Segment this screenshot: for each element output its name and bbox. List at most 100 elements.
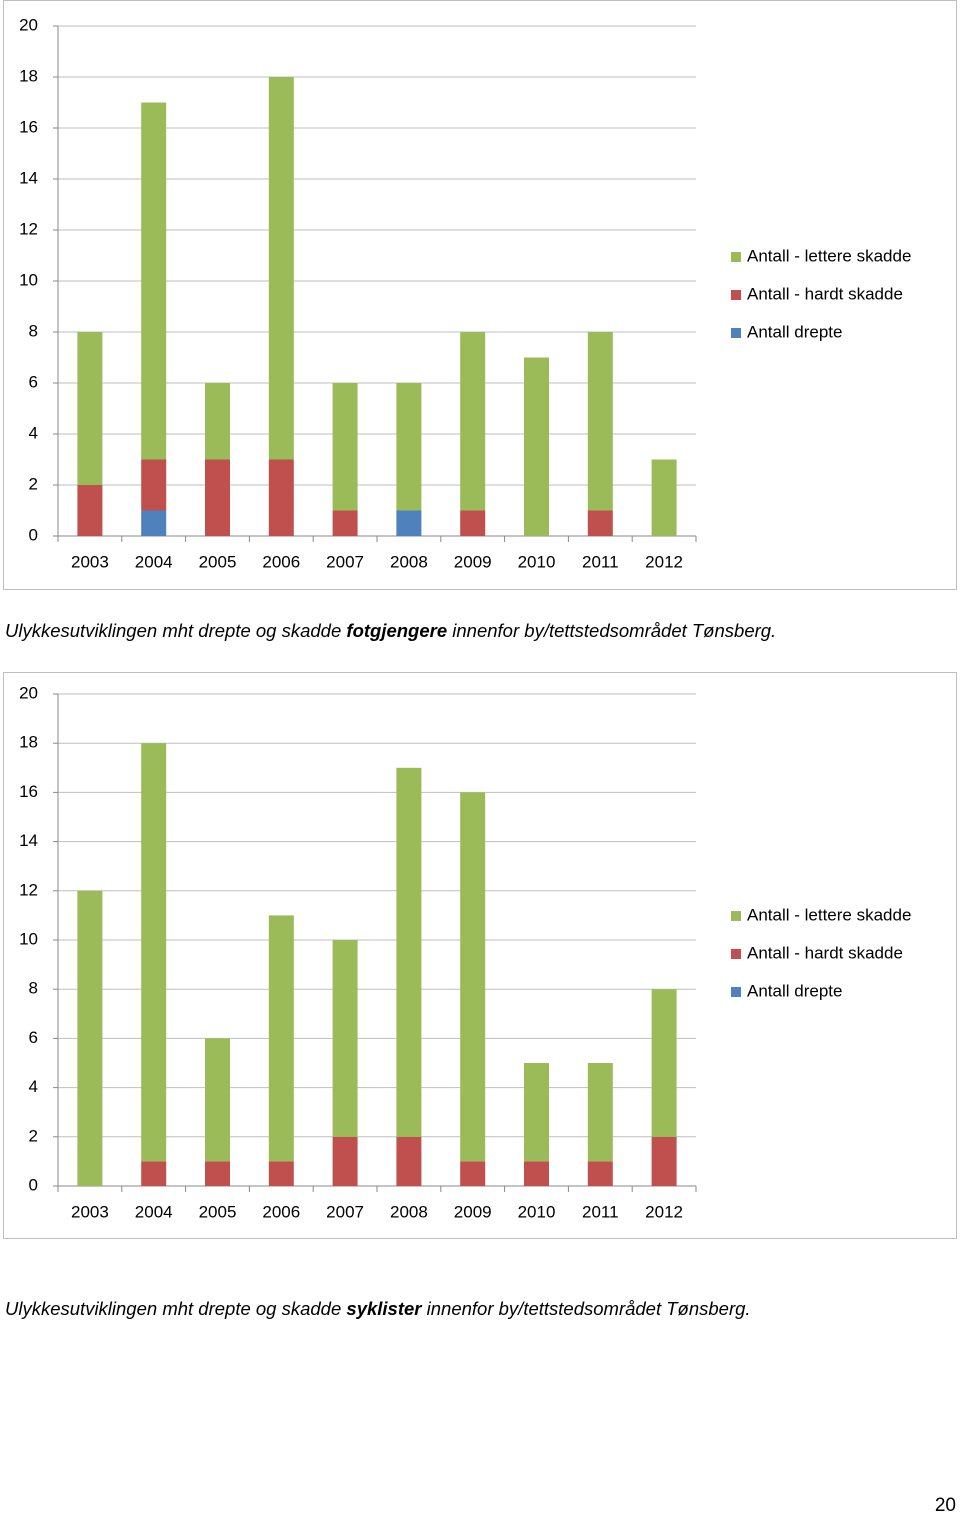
bar-segment (460, 1161, 486, 1186)
y-tick-label: 16 (19, 117, 38, 136)
bar-segment (587, 1063, 613, 1162)
caption: Ulykkesutviklingen mht drepte og skadde … (5, 1298, 751, 1320)
y-tick-label: 8 (29, 979, 38, 998)
x-tick-label: 2005 (199, 1202, 237, 1221)
bar-segment (651, 989, 677, 1137)
bar-segment (460, 510, 486, 536)
bar-segment (524, 1063, 549, 1162)
x-tick-label: 2004 (135, 1202, 173, 1221)
bar-segment (141, 743, 167, 1162)
bar-segment (332, 1136, 358, 1186)
bar-segment (77, 332, 103, 485)
y-tick-label: 12 (19, 219, 38, 238)
y-tick-label: 4 (29, 1077, 38, 1096)
bar-segment (268, 459, 294, 536)
legend-swatch (731, 949, 741, 959)
legend-swatch (731, 252, 741, 262)
x-tick-label: 2006 (262, 552, 300, 571)
caption-bold: fotgjengere (346, 620, 448, 641)
bar-segment (587, 332, 613, 511)
bar-segment (651, 1136, 677, 1186)
y-tick-label: 6 (29, 372, 38, 391)
bar-segment (268, 915, 294, 1162)
bar-segment (460, 332, 486, 511)
caption-text: innenfor by/tettstedsområdet Tønsberg. (421, 1298, 751, 1319)
legend-label: Antall drepte (747, 322, 842, 341)
bar-segment (332, 510, 358, 536)
y-tick-label: 10 (19, 270, 38, 289)
caption: Ulykkesutviklingen mht drepte og skadde … (5, 620, 776, 642)
legend-label: Antall drepte (747, 981, 842, 1000)
x-tick-label: 2008 (390, 552, 428, 571)
y-tick-label: 10 (19, 929, 38, 948)
bar-segment (396, 510, 422, 536)
x-tick-label: 2011 (582, 552, 619, 571)
caption-text: innenfor by/tettstedsområdet Tønsberg. (447, 620, 777, 641)
bar-segment (205, 1161, 230, 1186)
bar-segment (141, 459, 167, 511)
bar-segment (460, 792, 486, 1162)
legend-label: Antall - lettere skadde (747, 905, 911, 924)
y-tick-label: 12 (19, 880, 38, 899)
y-tick-label: 16 (19, 782, 38, 801)
x-tick-label: 2009 (454, 1202, 492, 1221)
caption-text: Ulykkesutviklingen mht drepte og skadde (5, 620, 347, 641)
bar-segment (141, 1161, 167, 1186)
legend-swatch (731, 290, 741, 300)
y-tick-label: 8 (29, 321, 38, 340)
bar-segment (396, 767, 422, 1137)
legend-label: Antall - lettere skadde (747, 246, 911, 265)
bar-segment (587, 510, 613, 536)
legend-swatch (731, 911, 741, 921)
bar-segment (205, 1038, 230, 1162)
y-tick-label: 4 (29, 423, 38, 442)
x-tick-label: 2009 (454, 552, 492, 571)
chart-frame (3, 0, 957, 590)
y-tick-label: 0 (29, 525, 38, 544)
legend-swatch (731, 328, 741, 338)
bar-segment (651, 459, 677, 536)
y-tick-label: 20 (19, 683, 38, 702)
x-tick-label: 2004 (135, 552, 173, 571)
legend-label: Antall - hardt skadde (747, 943, 903, 962)
legend-swatch (731, 987, 741, 997)
legend-label: Antall - hardt skadde (747, 284, 903, 303)
chart-frame (3, 672, 957, 1239)
bar-segment (205, 383, 230, 460)
caption-text: Ulykkesutviklingen mht drepte og skadde (5, 1298, 347, 1319)
x-tick-label: 2005 (199, 552, 237, 571)
x-tick-label: 2003 (71, 1202, 109, 1221)
y-tick-label: 20 (19, 15, 38, 34)
x-tick-label: 2012 (645, 552, 683, 571)
y-tick-label: 18 (19, 733, 38, 752)
bar-segment (141, 102, 167, 460)
bar-segment (205, 459, 230, 536)
y-tick-label: 18 (19, 66, 38, 85)
caption-bold: syklister (346, 1298, 422, 1319)
y-tick-label: 6 (29, 1028, 38, 1047)
y-tick-label: 0 (29, 1175, 38, 1194)
y-tick-label: 2 (29, 474, 38, 493)
bar-segment (396, 1136, 422, 1186)
bar-segment (268, 77, 294, 460)
page-number: 20 (934, 1495, 956, 1516)
x-tick-label: 2008 (390, 1202, 428, 1221)
bar-segment (524, 1161, 549, 1186)
bar-segment (332, 383, 358, 511)
y-tick-label: 14 (19, 168, 38, 187)
bar-segment (332, 940, 358, 1137)
bar-segment (524, 357, 549, 536)
x-tick-label: 2007 (326, 552, 364, 571)
x-tick-label: 2007 (326, 1202, 364, 1221)
bar-segment (268, 1161, 294, 1186)
bar-segment (587, 1161, 613, 1186)
x-tick-label: 2003 (71, 552, 109, 571)
bar-segment (141, 510, 167, 536)
x-tick-label: 2010 (518, 1202, 556, 1221)
bar-segment (396, 383, 422, 511)
x-tick-label: 2012 (645, 1202, 683, 1221)
bar-segment (77, 890, 103, 1186)
x-tick-label: 2010 (518, 552, 556, 571)
